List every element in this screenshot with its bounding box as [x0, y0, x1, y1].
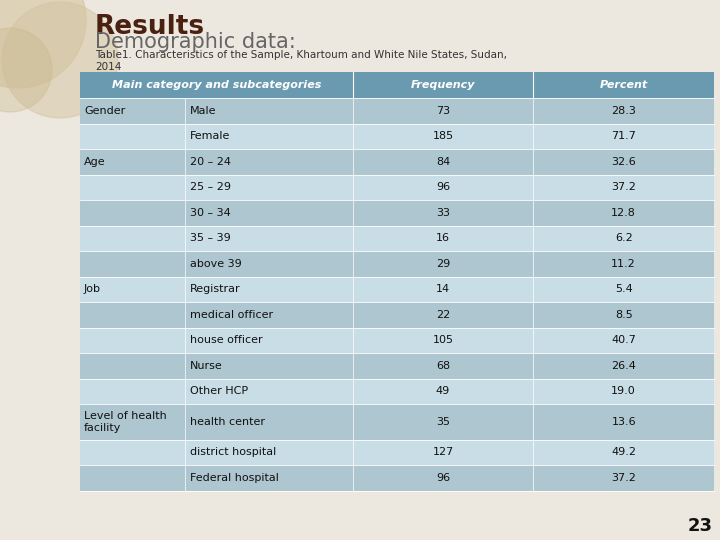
- Text: Results: Results: [95, 14, 205, 40]
- Text: 96: 96: [436, 472, 450, 483]
- Text: 40.7: 40.7: [611, 335, 636, 345]
- Text: 20 – 24: 20 – 24: [189, 157, 230, 167]
- Text: 71.7: 71.7: [611, 131, 636, 141]
- Text: health center: health center: [189, 417, 265, 427]
- Text: 37.2: 37.2: [611, 183, 636, 192]
- Bar: [80, 174, 714, 200]
- Text: Male: Male: [189, 106, 216, 116]
- Text: above 39: above 39: [189, 259, 241, 269]
- Circle shape: [0, 0, 86, 88]
- Text: medical officer: medical officer: [189, 310, 273, 320]
- Text: 6.2: 6.2: [615, 233, 633, 243]
- Text: 23: 23: [688, 517, 713, 535]
- Text: 105: 105: [433, 335, 454, 345]
- Circle shape: [0, 28, 52, 112]
- Text: 5.4: 5.4: [615, 284, 633, 294]
- Text: 96: 96: [436, 183, 450, 192]
- Bar: [80, 98, 714, 124]
- Text: Main category and subcategories: Main category and subcategories: [112, 80, 321, 90]
- Bar: [80, 200, 714, 226]
- Text: 84: 84: [436, 157, 450, 167]
- Bar: [80, 379, 714, 404]
- Text: 8.5: 8.5: [615, 310, 633, 320]
- Text: 32.6: 32.6: [611, 157, 636, 167]
- Text: 16: 16: [436, 233, 450, 243]
- Bar: [80, 353, 714, 379]
- Text: 49.2: 49.2: [611, 447, 636, 457]
- Text: 30 – 34: 30 – 34: [189, 208, 230, 218]
- Bar: [80, 465, 714, 490]
- Circle shape: [2, 2, 118, 118]
- Text: Nurse: Nurse: [189, 361, 222, 371]
- Text: 127: 127: [432, 447, 454, 457]
- Bar: [80, 404, 714, 440]
- Bar: [80, 124, 714, 149]
- Text: 22: 22: [436, 310, 450, 320]
- Bar: [80, 302, 714, 327]
- Text: 33: 33: [436, 208, 450, 218]
- Text: Percent: Percent: [600, 80, 648, 90]
- Text: Female: Female: [189, 131, 230, 141]
- Text: 28.3: 28.3: [611, 106, 636, 116]
- Bar: [80, 72, 714, 98]
- Bar: [80, 276, 714, 302]
- Bar: [80, 149, 714, 174]
- Text: Job: Job: [84, 284, 101, 294]
- Bar: [80, 226, 714, 251]
- Text: 35 – 39: 35 – 39: [189, 233, 230, 243]
- Text: Age: Age: [84, 157, 106, 167]
- Text: 25 – 29: 25 – 29: [189, 183, 230, 192]
- Text: 35: 35: [436, 417, 450, 427]
- Text: Gender: Gender: [84, 106, 125, 116]
- Text: Other HCP: Other HCP: [189, 386, 248, 396]
- Text: Level of health
facility: Level of health facility: [84, 411, 167, 433]
- Text: 29: 29: [436, 259, 450, 269]
- Text: 68: 68: [436, 361, 450, 371]
- Text: 12.8: 12.8: [611, 208, 636, 218]
- Text: house officer: house officer: [189, 335, 262, 345]
- Text: Table1. Characteristics of the Sample, Khartoum and White Nile States, Sudan,
20: Table1. Characteristics of the Sample, K…: [95, 50, 507, 72]
- Text: 26.4: 26.4: [611, 361, 636, 371]
- Text: Demographic data:: Demographic data:: [95, 32, 296, 52]
- Text: Federal hospital: Federal hospital: [189, 472, 279, 483]
- Text: 37.2: 37.2: [611, 472, 636, 483]
- Bar: [80, 327, 714, 353]
- Text: 19.0: 19.0: [611, 386, 636, 396]
- Text: 11.2: 11.2: [611, 259, 636, 269]
- Text: 49: 49: [436, 386, 450, 396]
- Text: Registrar: Registrar: [189, 284, 240, 294]
- Text: 13.6: 13.6: [611, 417, 636, 427]
- Bar: [80, 251, 714, 276]
- Text: district hospital: district hospital: [189, 447, 276, 457]
- Text: 14: 14: [436, 284, 450, 294]
- Text: Frequency: Frequency: [410, 80, 475, 90]
- Text: 73: 73: [436, 106, 450, 116]
- Text: 185: 185: [433, 131, 454, 141]
- Bar: [80, 440, 714, 465]
